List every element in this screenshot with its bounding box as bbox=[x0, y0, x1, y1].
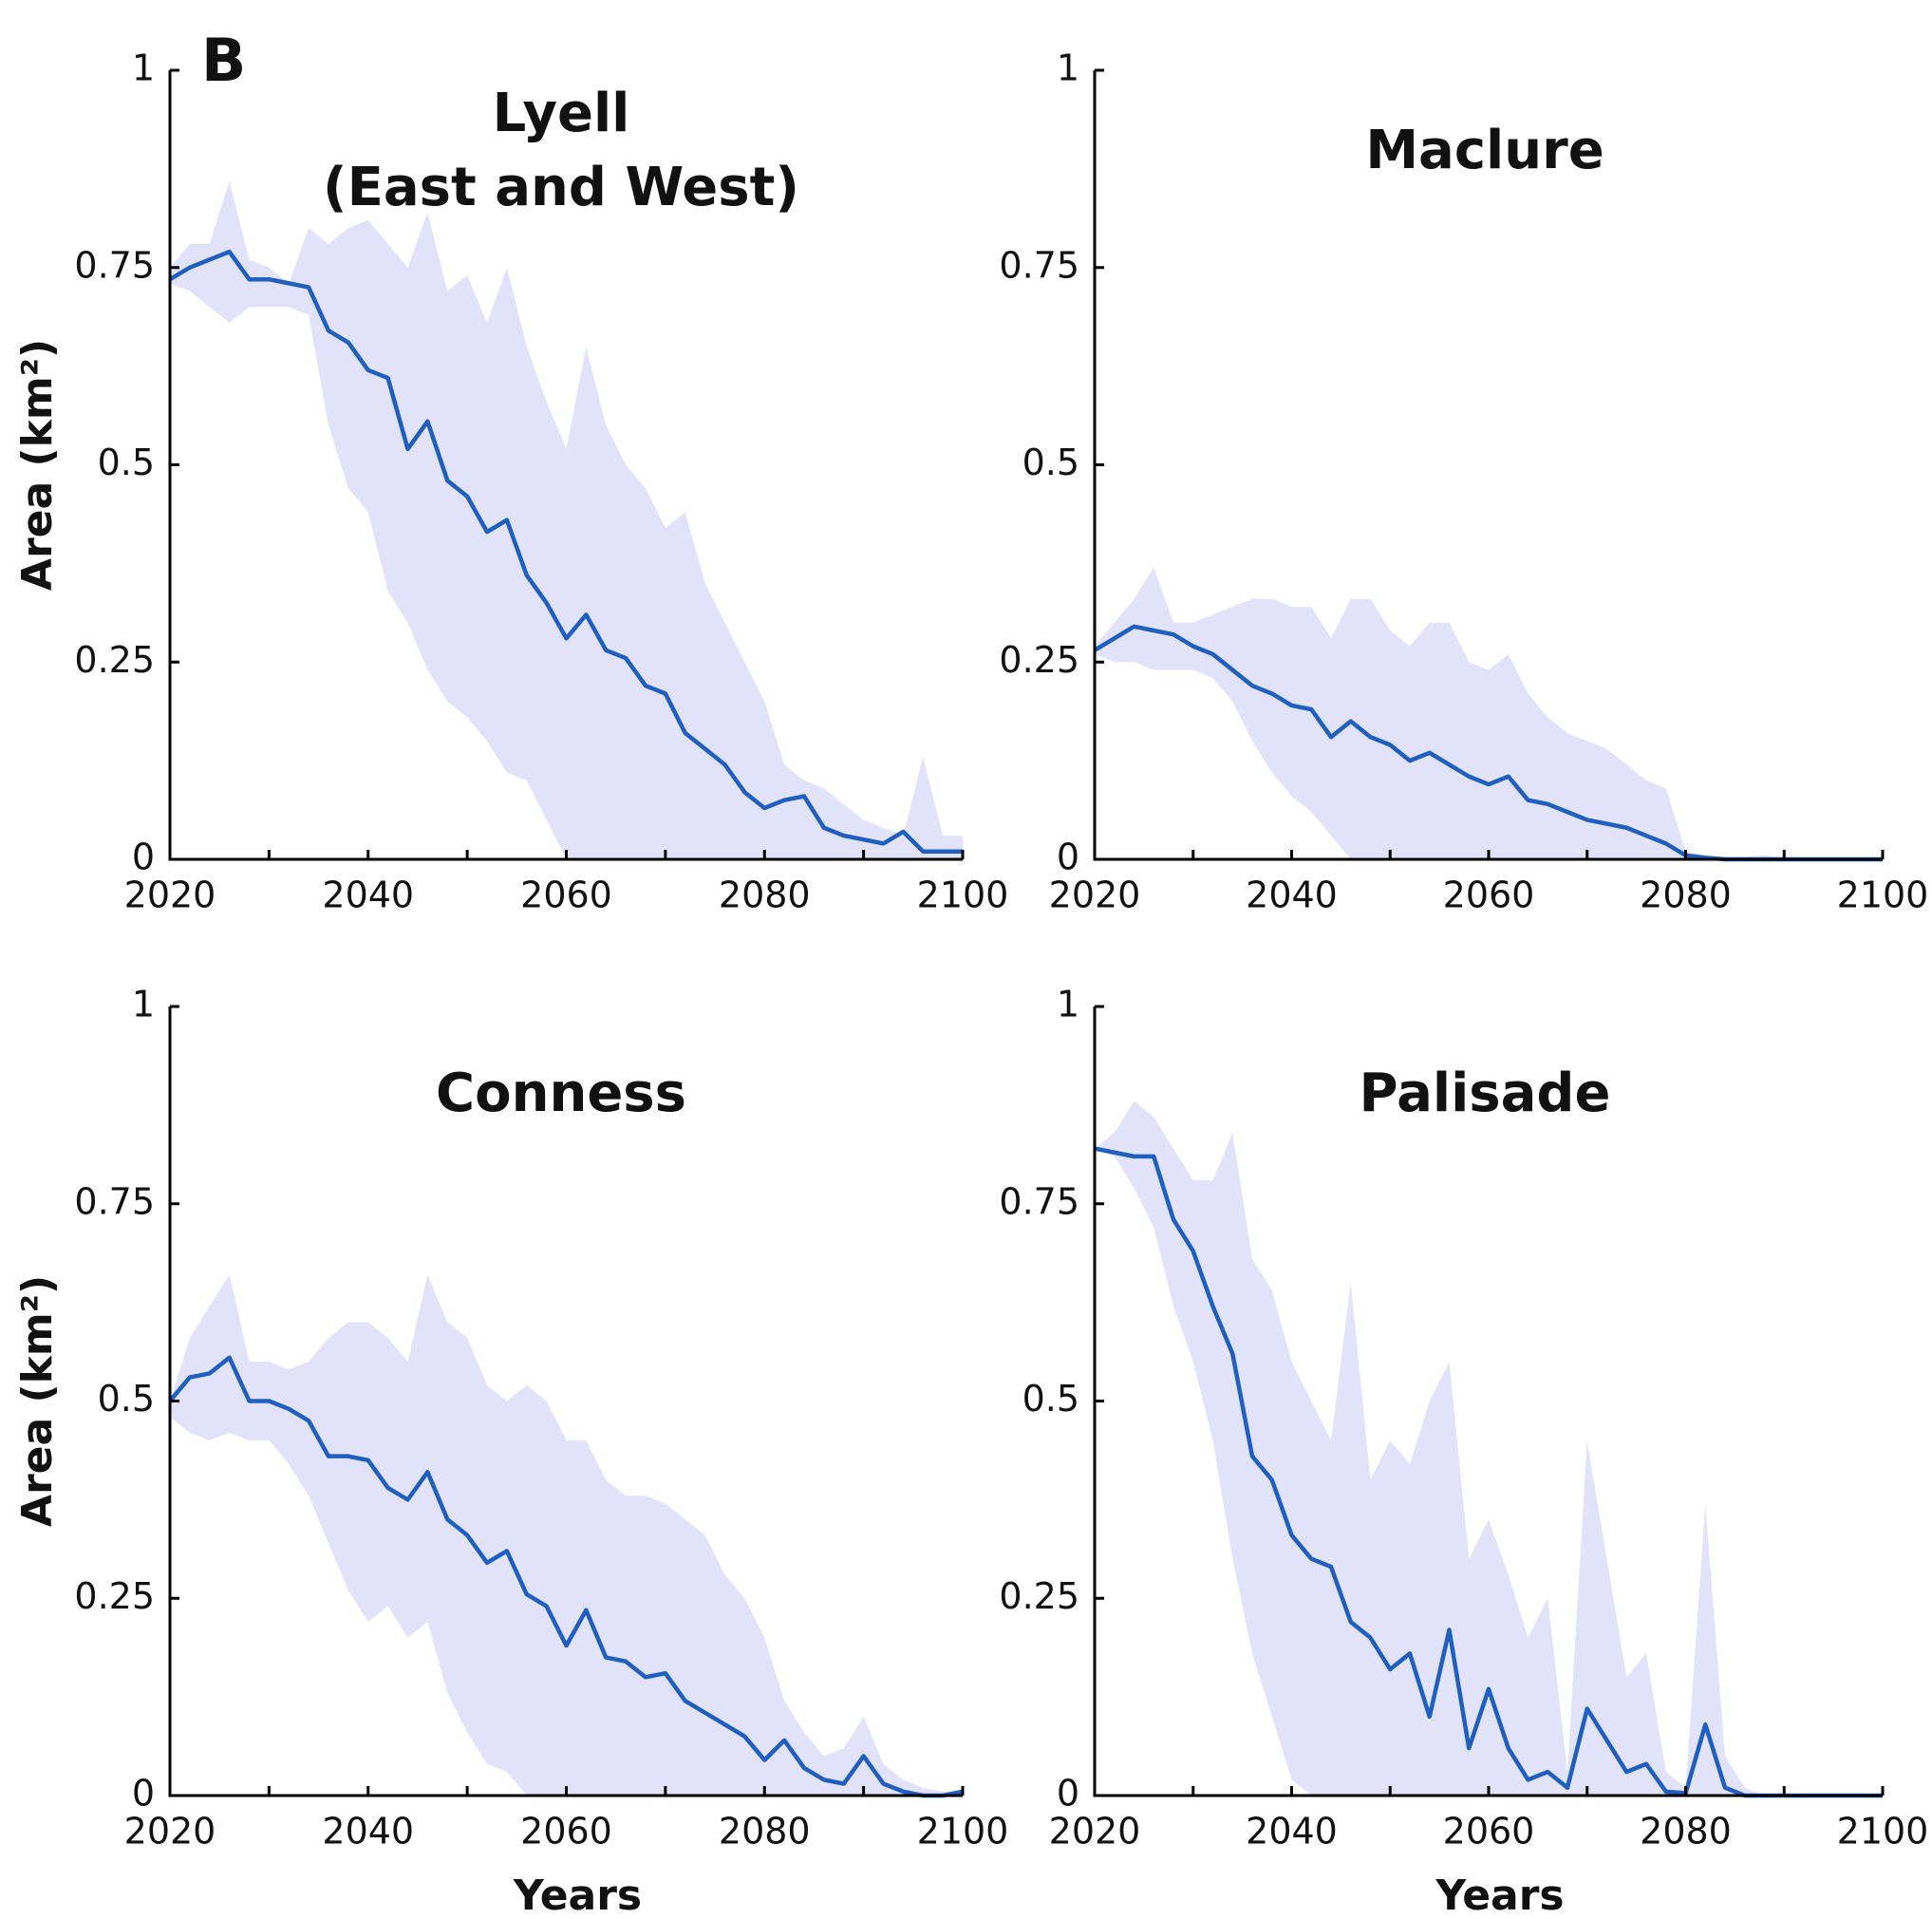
y-tick-label: 0.5 bbox=[98, 442, 155, 483]
x-tick-label: 2060 bbox=[520, 1811, 612, 1853]
x-tick-label: 2080 bbox=[1640, 1811, 1732, 1853]
mean-line bbox=[168, 1355, 964, 1798]
y-tick-label: 0.75 bbox=[999, 244, 1079, 286]
x-tick-label: 2020 bbox=[124, 1811, 216, 1853]
uncertainty-band bbox=[1095, 567, 1883, 859]
x-tick-label: 2040 bbox=[322, 1811, 414, 1853]
x-tick-label: 2060 bbox=[520, 875, 612, 916]
x-tick-label: 2020 bbox=[124, 875, 216, 916]
y-tick-label: 0.25 bbox=[74, 639, 155, 681]
y-tick-label: 0.25 bbox=[74, 1575, 155, 1617]
x-tick-label: 2100 bbox=[1837, 1811, 1929, 1853]
x-axis-label: Years bbox=[513, 1872, 642, 1919]
x-tick-label: 2060 bbox=[1443, 875, 1535, 916]
x-tick-label: 2080 bbox=[719, 875, 811, 916]
y-tick-label: 1 bbox=[132, 47, 155, 89]
y-tick-label: 0 bbox=[1057, 837, 1079, 878]
x-tick-label: 2040 bbox=[322, 875, 414, 916]
y-axis-label: Area (km²) bbox=[13, 339, 62, 591]
uncertainty-band bbox=[170, 1274, 963, 1796]
x-tick-label: 2020 bbox=[1049, 875, 1141, 916]
chart-title: Palisade bbox=[1360, 1063, 1611, 1124]
y-axis-label: Area (km²) bbox=[13, 1275, 62, 1527]
y-tick-label: 0.5 bbox=[1022, 442, 1079, 483]
chart-title: Maclure bbox=[1365, 120, 1604, 181]
x-tick-label: 2100 bbox=[917, 1811, 1009, 1853]
x-tick-label: 2020 bbox=[1049, 1811, 1141, 1853]
y-tick-label: 0.75 bbox=[74, 1180, 155, 1222]
y-tick-label: 1 bbox=[1057, 47, 1079, 89]
x-tick-label: 2080 bbox=[719, 1811, 811, 1853]
panel-label: B bbox=[201, 26, 246, 95]
x-axis-label: Years bbox=[1435, 1872, 1564, 1919]
y-tick-label: 1 bbox=[1057, 984, 1079, 1025]
x-tick-label: 2100 bbox=[917, 875, 1009, 916]
x-tick-label: 2040 bbox=[1246, 875, 1338, 916]
uncertainty-band bbox=[170, 180, 963, 860]
chart-subtitle: (East and West) bbox=[323, 157, 799, 218]
x-tick-label: 2060 bbox=[1443, 1811, 1535, 1853]
uncertainty-band bbox=[1095, 1101, 1883, 1796]
x-tick-label: 2040 bbox=[1246, 1811, 1338, 1853]
x-tick-label: 2100 bbox=[1837, 875, 1929, 916]
y-tick-label: 0 bbox=[132, 1773, 155, 1815]
y-tick-label: 0.5 bbox=[1022, 1378, 1079, 1420]
y-tick-label: 0 bbox=[132, 837, 155, 878]
x-tick-label: 2080 bbox=[1640, 875, 1732, 916]
y-tick-label: 0.25 bbox=[999, 639, 1079, 681]
y-tick-label: 0.75 bbox=[74, 244, 155, 286]
y-tick-label: 0.5 bbox=[98, 1378, 155, 1420]
mean-line bbox=[168, 249, 963, 854]
y-tick-label: 1 bbox=[132, 984, 155, 1025]
chart-title: Lyell bbox=[493, 83, 630, 144]
y-tick-label: 0.75 bbox=[999, 1180, 1079, 1222]
y-tick-label: 0 bbox=[1057, 1773, 1079, 1815]
chart-title: Conness bbox=[436, 1063, 686, 1124]
y-tick-label: 0.25 bbox=[999, 1575, 1079, 1617]
